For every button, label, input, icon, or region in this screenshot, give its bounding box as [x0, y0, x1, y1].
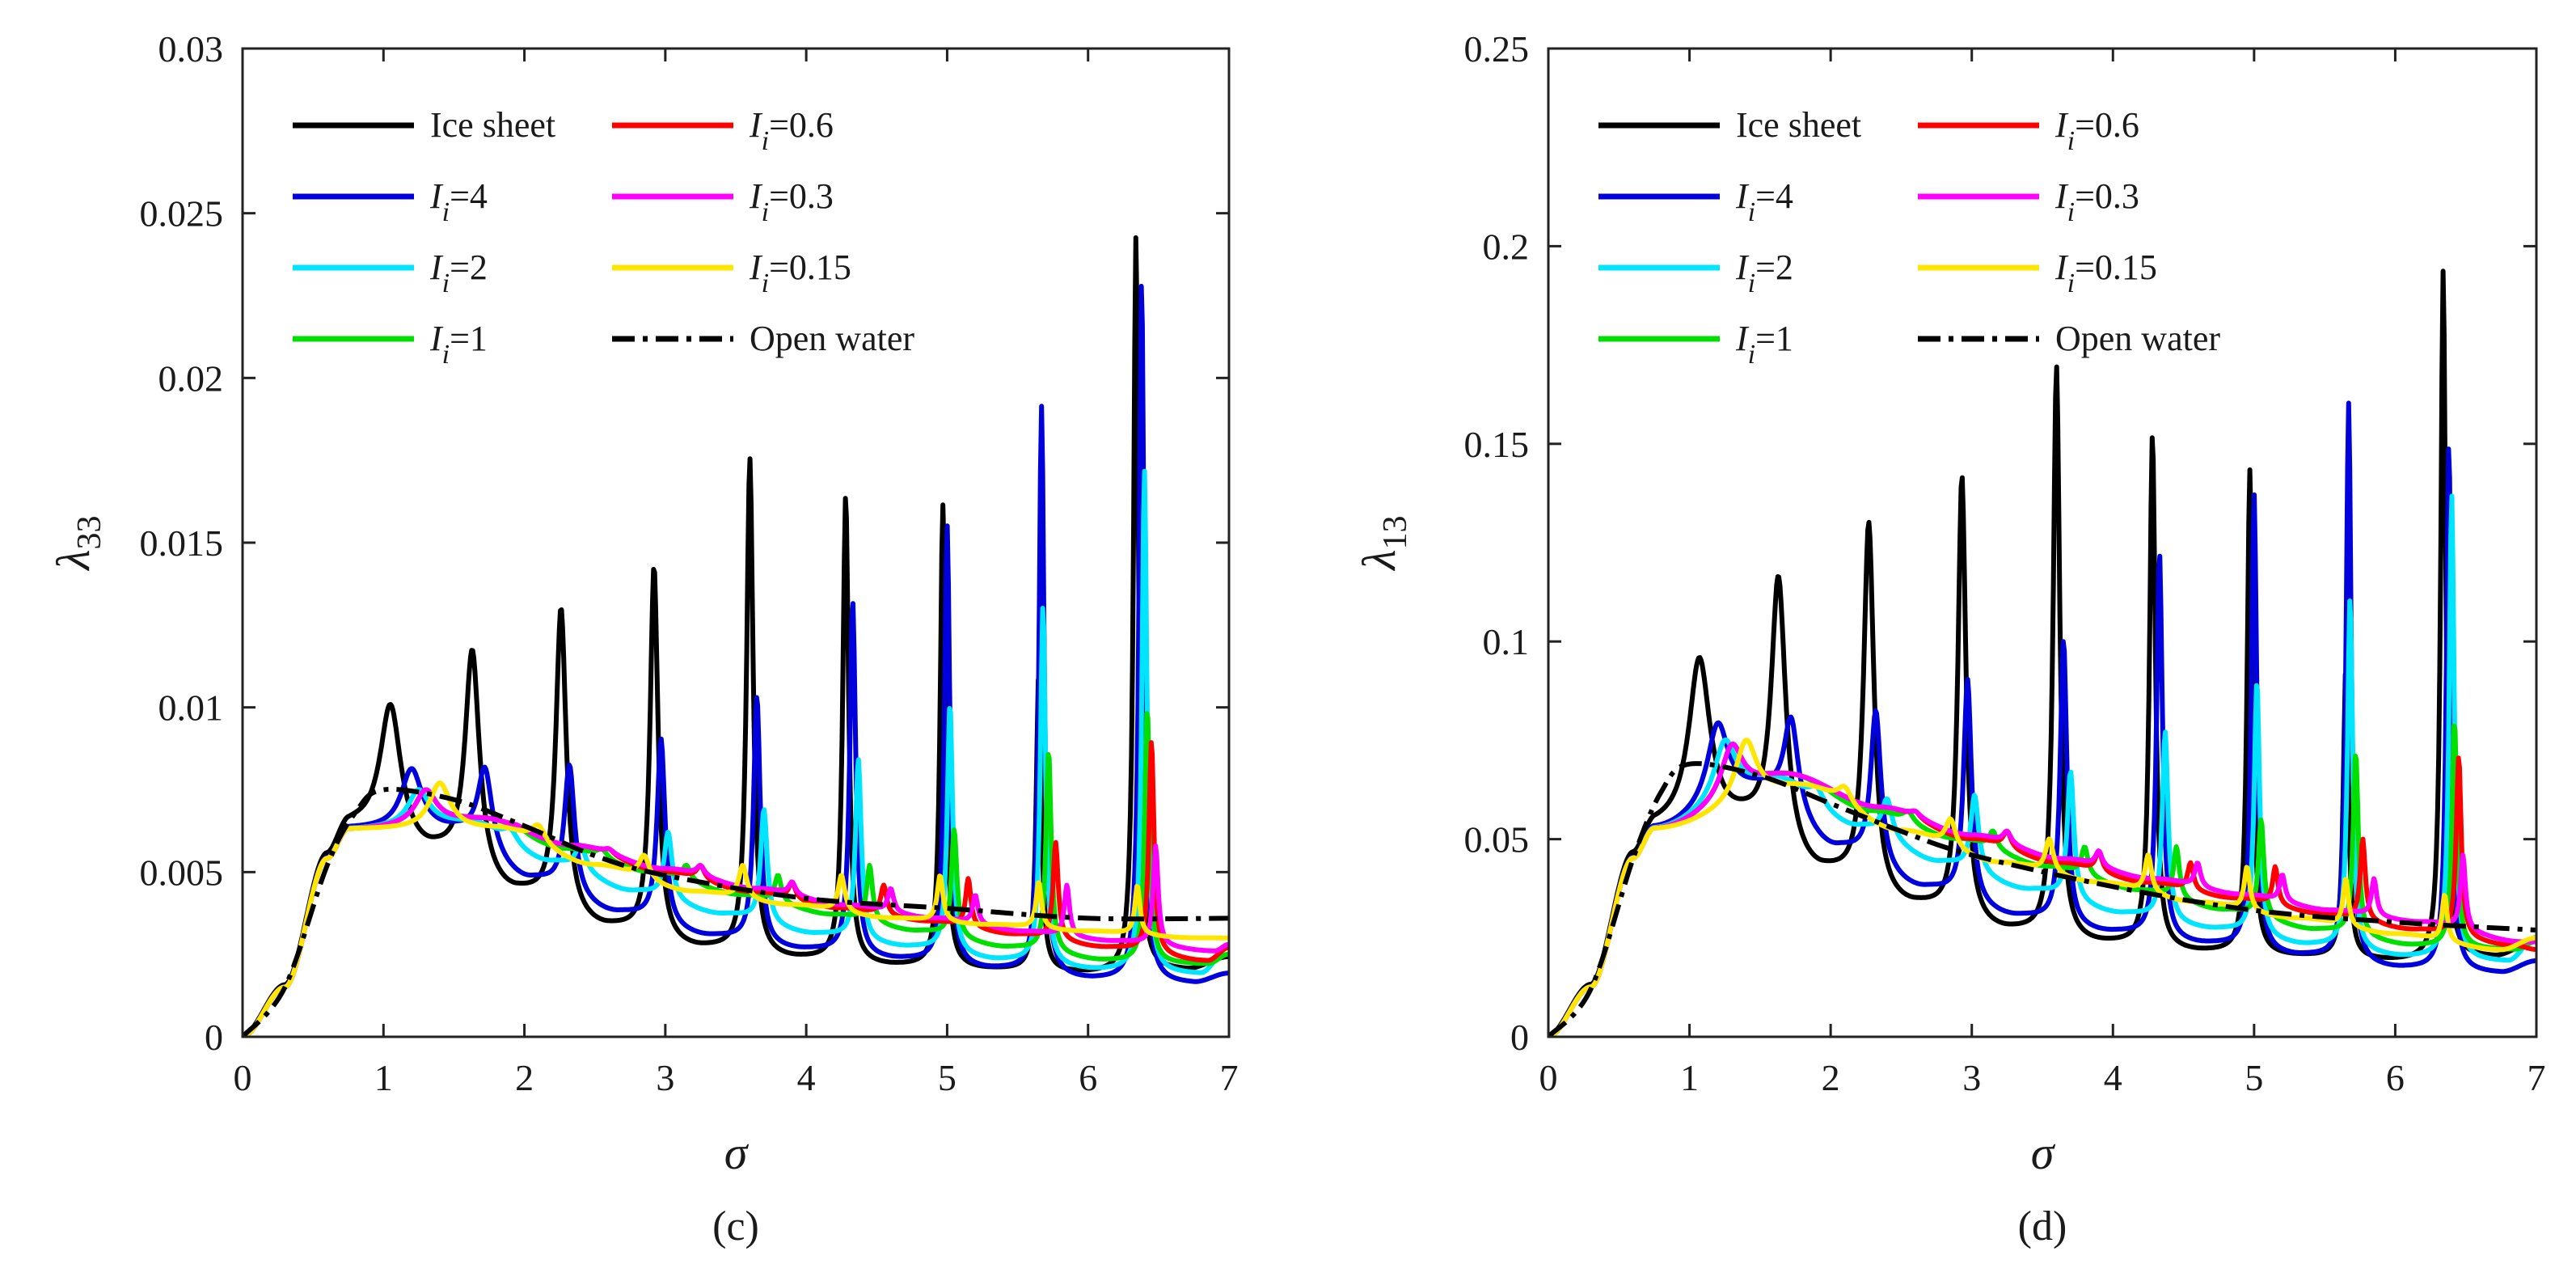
x-tick-label: 7 — [2527, 1057, 2546, 1098]
x-tick-label: 5 — [938, 1057, 956, 1098]
panel-d-axes-frame — [1547, 47, 2538, 1038]
y-tick-label: 0.015 — [140, 522, 224, 564]
legend-label: Ii=0.3 — [2054, 176, 2139, 227]
x-tick-label: 0 — [234, 1057, 252, 1098]
series-line-i-i-4 — [1548, 400, 2536, 1037]
x-tick-label: 2 — [1822, 1057, 1840, 1098]
x-tick-label: 3 — [656, 1057, 674, 1098]
y-tick-label: 0.005 — [140, 852, 224, 893]
legend-label: Ii=2 — [429, 247, 488, 298]
legend-label: Ii=0.6 — [749, 105, 834, 156]
panel-d-x-axis-label: σ — [2031, 1127, 2056, 1179]
y-tick-label: 0.03 — [158, 28, 224, 70]
y-tick-label: 0.01 — [158, 687, 224, 729]
x-tick-label: 4 — [797, 1057, 816, 1098]
legend-label: Ii=0.15 — [2054, 247, 2157, 298]
x-tick-label: 6 — [1079, 1057, 1097, 1098]
y-tick-label: 0.025 — [140, 193, 224, 235]
series-line-i-i-2 — [1548, 493, 2536, 1037]
y-tick-label: 0.1 — [1483, 621, 1530, 662]
series-line-i-i-4 — [243, 283, 1229, 1037]
x-tick-label: 6 — [2386, 1057, 2405, 1098]
legend-label: Ii=1 — [429, 319, 488, 370]
legend-label: Ii=0.15 — [749, 247, 851, 298]
y-tick-label: 0.25 — [1464, 28, 1530, 70]
legend-label: Ii=0.6 — [2054, 105, 2139, 156]
legend-label: Ii=1 — [1735, 319, 1793, 370]
panel-c-x-axis-label: σ — [724, 1127, 750, 1179]
panel-d-legend: Ice sheet Ii=4 Ii=2 Ii=1 Ii=0.6 Ii=0.3 Ii=0.15… — [1598, 105, 2220, 370]
panel-d-y-axis-label: λ13 — [1353, 515, 1414, 571]
series-line-i-i-2 — [243, 468, 1229, 1037]
y-tick-label: 0.05 — [1464, 819, 1530, 860]
series-line-i-i-0-15 — [1548, 738, 2536, 1037]
x-tick-label: 0 — [1539, 1057, 1558, 1098]
legend-label: Ii=0.3 — [749, 176, 834, 227]
legend-label: Ii=4 — [1735, 176, 1793, 227]
y-tick-label: 0 — [1510, 1017, 1529, 1058]
x-tick-label: 5 — [2244, 1057, 2263, 1098]
panel-d-ticks: 0 1 2 3 4 5 6 7 0 0.05 0.1 0.15 0.2 0.25 — [1464, 28, 2546, 1098]
panel-c-y-axis-label: λ33 — [47, 515, 108, 571]
series-line-i-i-1 — [243, 711, 1229, 1037]
y-tick-label: 0.15 — [1464, 424, 1530, 465]
panel-d-caption: (d) — [2018, 1203, 2067, 1250]
x-tick-label: 7 — [1220, 1057, 1239, 1098]
legend-label: Ice sheet — [430, 105, 555, 145]
y-tick-label: 0.2 — [1483, 226, 1530, 267]
legend-label: Ii=4 — [429, 176, 488, 227]
legend-label: Open water — [750, 319, 914, 358]
x-tick-label: 1 — [1680, 1057, 1699, 1098]
panel-c: 0 1 2 3 4 5 6 7 0 0.005 0.01 0.015 0.02 0.025 0.03 Ice… — [47, 28, 1239, 1250]
panel-c-ticks: 0 1 2 3 4 5 6 7 0 0.005 0.01 0.015 0.02 0.025 0.03 — [140, 28, 1239, 1098]
x-tick-label: 4 — [2104, 1057, 2122, 1098]
series-line-open-water — [243, 786, 1229, 1037]
panel-c-legend: Ice sheet Ii=4 Ii=2 Ii=1 Ii=0.6 Ii=0.3 Ii=0.15… — [293, 105, 914, 370]
panel-c-caption: (c) — [712, 1203, 759, 1250]
panel-d: 0 1 2 3 4 5 6 7 0 0.05 0.1 0.15 0.2 0.25 Ice sheet Ii=… — [1353, 28, 2546, 1250]
legend-label: Ii=2 — [1735, 247, 1793, 298]
panel-d-plot-lines — [1548, 269, 2536, 1037]
x-tick-label: 2 — [515, 1057, 534, 1098]
x-tick-label: 3 — [1962, 1057, 1981, 1098]
legend-label: Open water — [2055, 319, 2220, 358]
x-tick-label: 1 — [374, 1057, 393, 1098]
y-tick-label: 0.02 — [158, 357, 224, 399]
y-tick-label: 0 — [205, 1017, 223, 1058]
legend-label: Ice sheet — [1736, 105, 1861, 145]
panel-c-plot-lines — [243, 235, 1229, 1037]
